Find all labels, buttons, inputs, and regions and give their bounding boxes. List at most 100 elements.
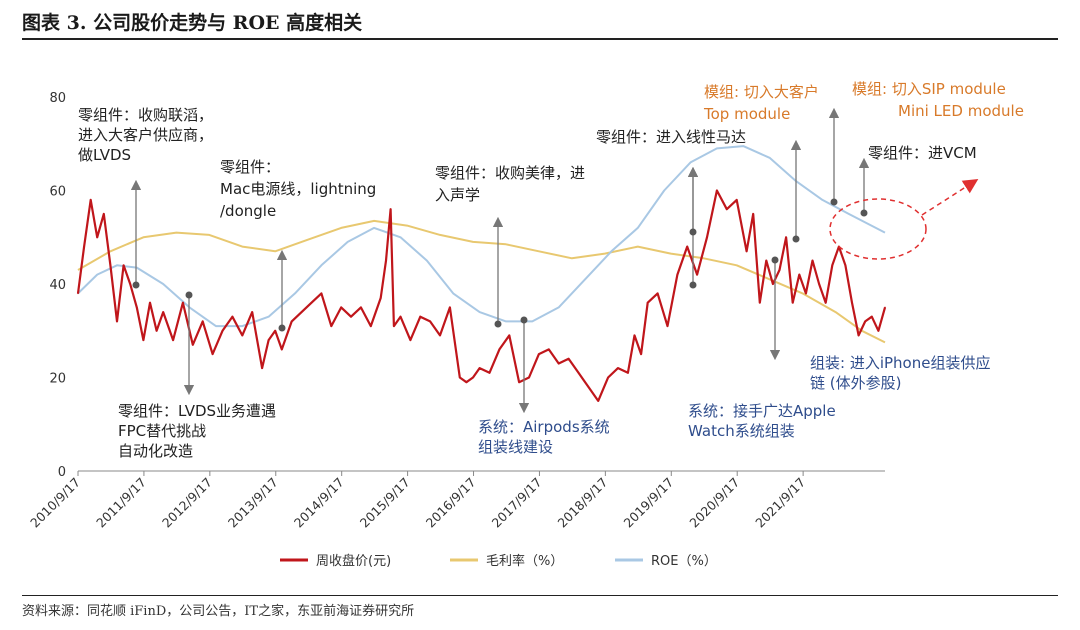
- annotation-a2: 零组件：LVDS业务遭遇 FPC替代挑战自动化改造: [118, 402, 276, 460]
- annotation-line: 组装: 进入iPhone组装供应: [810, 354, 990, 372]
- y-tick-label: 60: [49, 185, 66, 200]
- price-point: [758, 301, 761, 304]
- price-point: [251, 311, 253, 313]
- price-point: [449, 306, 451, 309]
- x-tick-label: 2019/9/17: [620, 475, 676, 531]
- price-point: [646, 301, 649, 304]
- x-tick-label: 2010/9/17: [27, 475, 83, 531]
- price-point: [745, 250, 748, 253]
- annotation-dot: [278, 324, 286, 332]
- annotation-line: Mac电源线，lightning: [220, 180, 376, 198]
- x-tick-label: 2016/9/17: [423, 475, 479, 531]
- annotation-line: 零组件：进入线性马达: [596, 128, 746, 146]
- price-point: [399, 315, 402, 318]
- price-point: [735, 199, 738, 201]
- price-point: [528, 376, 530, 379]
- x-tick-label: 2015/9/17: [357, 475, 413, 531]
- price-point: [772, 283, 774, 285]
- x-tick-label: 2018/9/17: [555, 475, 611, 531]
- price-point: [211, 353, 214, 355]
- annotation-line: 模组: 切入大客户: [704, 83, 819, 101]
- series-line-0: [76, 189, 887, 402]
- price-point: [498, 348, 501, 351]
- chart: 0 20 40 60 80 2010/9/17 2011/9/17 2012/9/17 2013…: [27, 80, 1024, 569]
- x-tick-label: 2014/9/17: [291, 475, 347, 531]
- annotation-line: 零组件：收购美律，进: [435, 164, 585, 182]
- annotation-line: 零组件：进VCM: [868, 144, 977, 162]
- price-point: [676, 273, 679, 276]
- legend: 周收盘价(元) 毛利率（%） ROE（%）: [280, 553, 717, 569]
- price-point: [478, 367, 481, 369]
- x-tick-label: 2021/9/17: [752, 475, 808, 531]
- price-point: [716, 189, 718, 192]
- price-point: [818, 283, 820, 285]
- price-point: [83, 245, 85, 248]
- price-point: [633, 334, 636, 337]
- price-point: [350, 315, 352, 318]
- annotation-dot: [771, 256, 779, 264]
- price-point: [459, 376, 461, 379]
- price-point: [320, 292, 323, 295]
- annotation-dot: [792, 235, 800, 243]
- annotation-line: Top module: [703, 105, 790, 123]
- annotation-line: 零组件：收购联滔，: [78, 106, 213, 124]
- annotation-line: 进入大客户供应商，: [78, 126, 213, 144]
- price-point: [627, 372, 629, 374]
- price-point: [221, 329, 224, 332]
- price-point: [274, 329, 277, 332]
- price-point: [791, 301, 794, 304]
- price-point: [122, 264, 125, 267]
- price-point: [142, 339, 145, 341]
- price-point: [884, 306, 886, 309]
- price-point: [89, 199, 92, 201]
- price-point: [696, 273, 698, 276]
- price-point: [557, 362, 560, 365]
- price-point: [116, 320, 118, 323]
- price-point: [607, 376, 609, 379]
- annotation-line: 系统：接手广达Apple: [688, 402, 836, 420]
- price-point: [587, 386, 590, 388]
- price-point: [379, 297, 382, 299]
- price-point: [340, 306, 342, 309]
- annotation-dot: [830, 198, 838, 206]
- price-point: [811, 259, 814, 262]
- annotation-leaders: [130, 107, 979, 414]
- price-point: [465, 381, 468, 383]
- price-point: [77, 292, 79, 295]
- y-tick-label: 40: [49, 278, 66, 293]
- highlight-arrow: [921, 178, 979, 216]
- price-point: [182, 301, 184, 304]
- annotation-line: 做LVDS: [78, 146, 131, 164]
- price-point: [851, 301, 853, 304]
- y-tick-label: 20: [49, 372, 66, 387]
- price-point: [656, 292, 659, 295]
- price-point: [429, 320, 431, 323]
- annotation-layer: 零组件：收购联滔， 进入大客户供应商， 做LVDS 零组件：LVDS业务遭遇 FPC替代…: [78, 80, 1024, 460]
- top-rule: [22, 38, 1058, 40]
- annotation-dot: [185, 291, 193, 299]
- annotation-dot: [132, 281, 140, 289]
- annotation-line: 系统：Airpods系统: [478, 418, 610, 436]
- x-tick-label: 2011/9/17: [93, 475, 149, 531]
- price-point: [267, 339, 270, 341]
- axes: 0 20 40 60 80 2010/9/17 2011/9/17 2012/9/17 2013…: [27, 91, 885, 530]
- annotation-a7: 系统：接手广达Apple Watch系统组装: [688, 402, 836, 440]
- x-tick-label: 2013/9/17: [225, 475, 281, 531]
- legend-label: ROE（%）: [651, 554, 717, 569]
- price-point: [666, 325, 669, 327]
- price-point: [201, 320, 204, 323]
- annotation-a3: 零组件： Mac电源线，lightning/dongle: [220, 158, 376, 220]
- annotation-a11: 组装: 进入iPhone组装供应链 (体外参股): [810, 354, 990, 392]
- price-point: [241, 334, 244, 337]
- x-tick-label: 2017/9/17: [489, 475, 545, 531]
- annotation-a6: 零组件：进入线性马达: [596, 128, 746, 146]
- annotation-line: 组装线建设: [478, 438, 553, 456]
- price-point: [877, 329, 880, 332]
- price-point: [472, 376, 474, 379]
- price-point: [706, 236, 708, 239]
- price-point: [310, 301, 313, 304]
- price-point: [300, 311, 303, 313]
- price-point: [765, 259, 768, 262]
- price-point: [360, 306, 362, 309]
- annotation-line: 零组件：: [220, 158, 280, 176]
